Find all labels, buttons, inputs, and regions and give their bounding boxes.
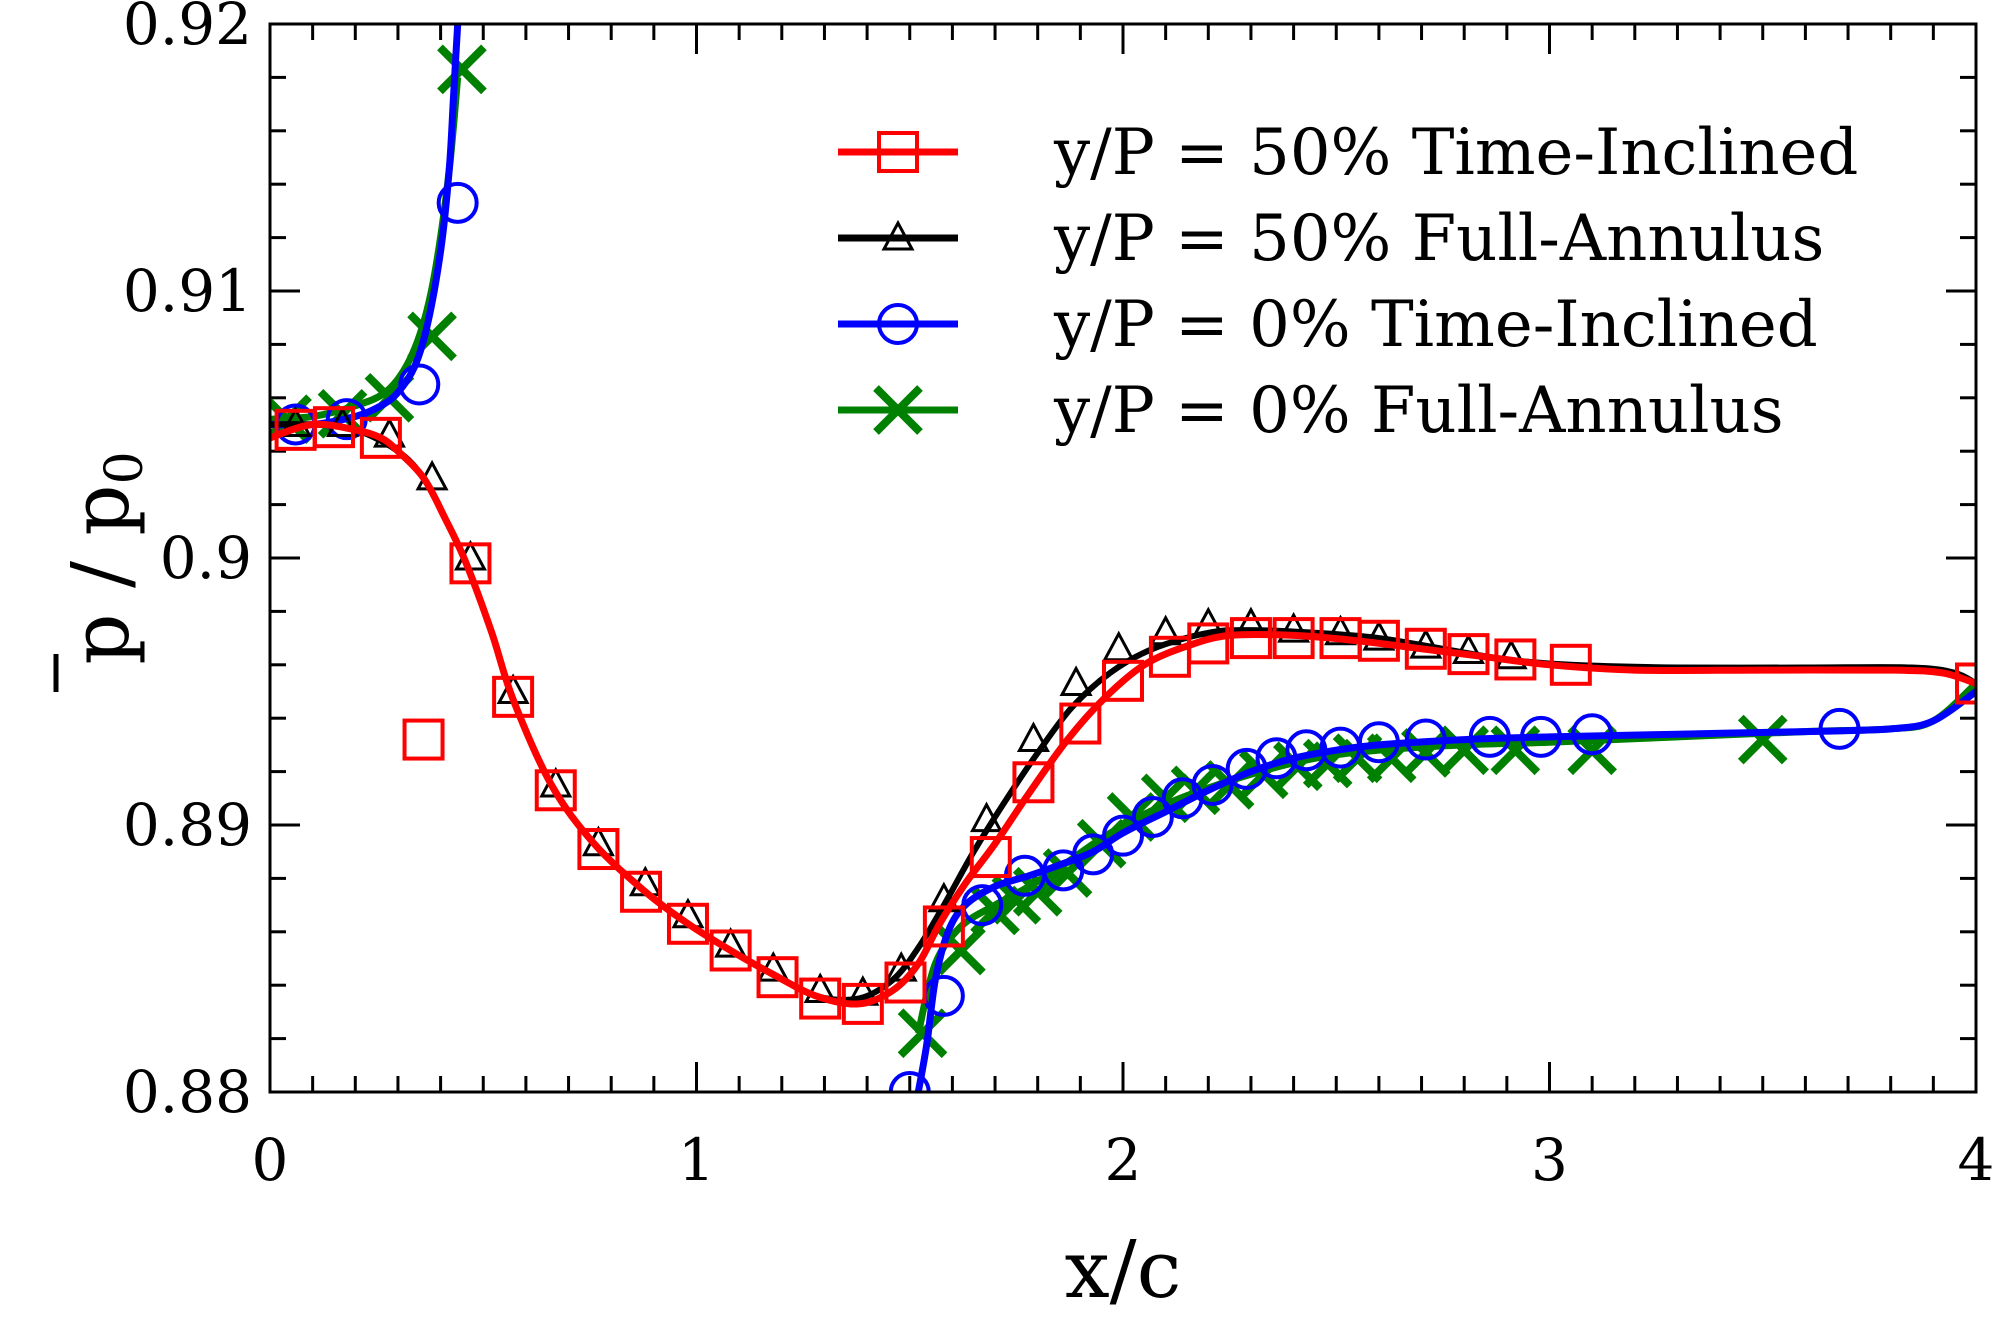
series-3 xyxy=(270,44,1976,1059)
x-axis-label: x/c xyxy=(1065,1223,1182,1316)
data-point xyxy=(897,1008,948,1059)
legend-marker xyxy=(877,303,919,345)
x-tick-label: 0 xyxy=(252,1126,289,1194)
data-point xyxy=(666,902,709,945)
data-point xyxy=(402,718,445,761)
data-point xyxy=(1737,714,1788,765)
y-tick-label: 0.92 xyxy=(123,0,252,58)
data-point xyxy=(1102,659,1144,702)
data-point xyxy=(970,801,1004,833)
series-layer xyxy=(270,24,1976,1092)
data-point xyxy=(1955,662,1976,705)
data-point xyxy=(398,363,441,406)
data-point xyxy=(756,956,799,999)
y-axis-label-separator: / xyxy=(54,536,147,614)
data-point xyxy=(1191,763,1234,806)
data-point xyxy=(1285,729,1328,772)
data-point xyxy=(1016,721,1050,753)
svg-text:p / p0: p / p0 xyxy=(54,451,155,664)
data-point xyxy=(1059,702,1102,745)
data-point xyxy=(1072,833,1115,876)
legend-label: y/P = 0% Time-Inclined xyxy=(1053,288,1818,362)
series-line xyxy=(914,688,1976,1092)
data-point xyxy=(1324,614,1358,646)
x-tick-label: 3 xyxy=(1531,1126,1568,1194)
data-point xyxy=(1818,707,1861,750)
series-line xyxy=(270,421,1976,1003)
legend-marker xyxy=(873,385,923,435)
data-point xyxy=(1059,665,1093,696)
data-point xyxy=(1277,611,1311,643)
x-tick-label: 2 xyxy=(1105,1126,1142,1194)
data-point xyxy=(1404,718,1447,761)
data-point xyxy=(1519,715,1562,758)
data-point xyxy=(1404,627,1447,670)
data-point xyxy=(1447,633,1490,676)
data-point xyxy=(492,675,535,718)
y-axis-label-subscript: 0 xyxy=(95,451,155,484)
data-point xyxy=(1362,619,1396,651)
data-point xyxy=(436,181,479,224)
y-axis-label: p / p0 xyxy=(53,451,155,692)
data-point xyxy=(1409,627,1443,659)
data-point xyxy=(841,982,884,1025)
data-point xyxy=(1255,737,1298,780)
data-point xyxy=(1494,638,1537,681)
data-point xyxy=(1439,725,1490,776)
plot-frame xyxy=(268,22,1978,1094)
data-point xyxy=(1357,721,1400,764)
data-point xyxy=(709,929,752,972)
data-point xyxy=(922,905,965,948)
data-point xyxy=(1549,643,1592,686)
data-point xyxy=(961,884,1004,927)
legend: y/P = 50% Time-Inclined y/P = 50% Full-An… xyxy=(838,116,1858,448)
data-point xyxy=(884,961,927,1004)
series-line xyxy=(270,24,462,429)
data-point xyxy=(799,977,842,1020)
y-tick-label: 0.88 xyxy=(123,1058,252,1126)
series-1 xyxy=(270,406,1976,1006)
data-point xyxy=(1272,617,1315,660)
data-point xyxy=(279,406,313,437)
tick-labels: 0 1 2 3 4 0.88 0.89 0.9 0.91 0.92 xyxy=(123,0,1995,1194)
y-axis-label-denominator: p xyxy=(54,484,147,535)
data-point xyxy=(969,836,1012,879)
series-0 xyxy=(270,406,1976,1025)
y-axis-label-numerator: p xyxy=(54,613,147,664)
data-point xyxy=(1187,622,1230,665)
data-point xyxy=(359,416,402,459)
data-point xyxy=(1571,713,1614,756)
data-point xyxy=(437,44,487,95)
legend-marker xyxy=(877,131,919,173)
data-point xyxy=(1149,614,1183,646)
data-point xyxy=(534,769,577,812)
data-point xyxy=(1468,715,1511,758)
y-tick-label: 0.9 xyxy=(160,524,252,592)
data-point xyxy=(620,870,663,913)
data-point xyxy=(1451,633,1485,664)
data-point xyxy=(1225,747,1268,790)
data-point xyxy=(803,972,837,1004)
y-tick-label: 0.89 xyxy=(123,791,252,859)
y-tick-label: 0.91 xyxy=(123,257,252,325)
x-tick-label: 1 xyxy=(678,1126,715,1194)
data-point xyxy=(1012,761,1055,804)
data-point xyxy=(312,406,355,449)
data-point xyxy=(1229,617,1272,660)
data-point xyxy=(449,542,492,585)
x-tick-label: 4 xyxy=(1958,1126,1995,1194)
data-point xyxy=(1494,638,1528,670)
legend-label: y/P = 0% Full-Annulus xyxy=(1053,374,1784,448)
legend-label: y/P = 50% Time-Inclined xyxy=(1053,116,1858,190)
data-point xyxy=(1102,814,1144,857)
legend-marker xyxy=(881,219,915,251)
data-point xyxy=(577,828,620,871)
legend-label: y/P = 50% Full-Annulus xyxy=(1053,202,1824,276)
data-point xyxy=(1357,619,1400,662)
data-point xyxy=(1131,795,1174,838)
data-point xyxy=(1102,630,1136,662)
data-point xyxy=(888,1071,931,1092)
